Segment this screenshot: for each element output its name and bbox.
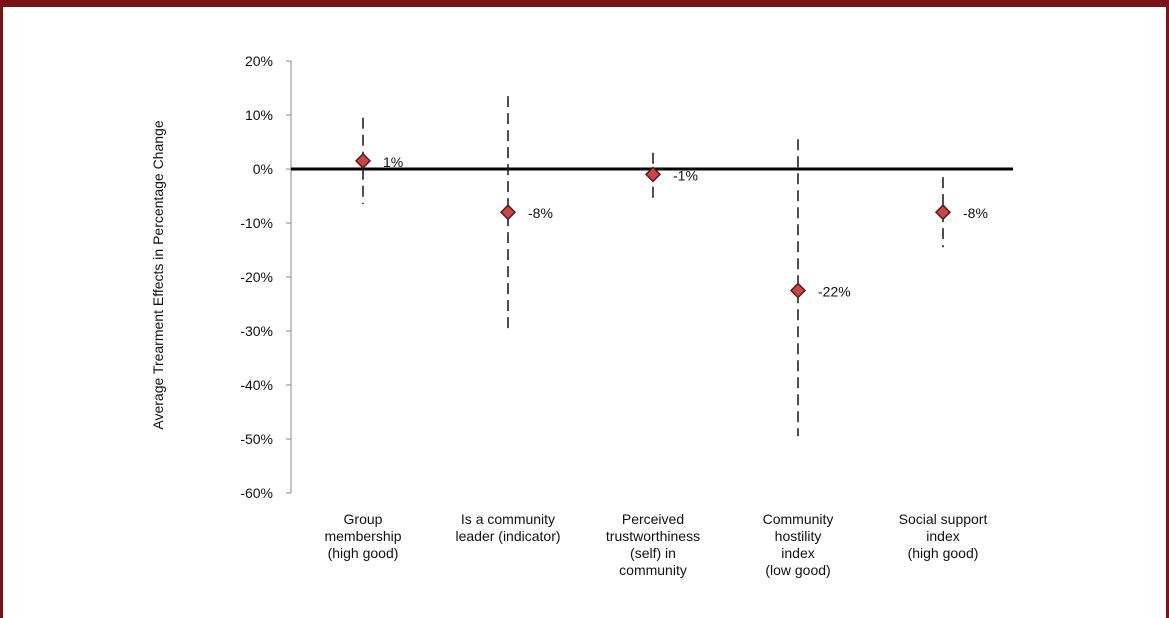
data-point-marker [499,204,517,221]
x-category-label: Social support index (high good) [899,511,988,561]
y-tick-label: -60% [240,485,273,501]
x-category-label-line: Community [763,511,834,527]
y-axis: 20% 10% 0% -10% -20% -30% -40% -50% -60% [240,53,292,501]
y-tick-label: -50% [240,431,273,447]
y-tick-label: 0% [253,161,273,177]
data-label: 1% [383,154,403,170]
data-label: -8% [528,205,553,221]
data-point-marker [789,282,807,299]
y-tick-label: -10% [240,215,273,231]
x-category-label-line: community [619,562,687,578]
data-point-marker [934,204,952,221]
x-category-label-line: index [781,545,814,561]
x-category-label-line: Perceived [622,511,684,527]
x-category-label-line: Group [344,511,383,527]
x-category-label: Community hostility index (low good) [763,511,834,578]
y-tick-label: -20% [240,269,273,285]
x-category-label: Is a community leader (indicator) [455,511,560,544]
x-category-label-line: membership [324,528,401,544]
x-category-label: Group membership (high good) [324,511,401,561]
data-labels: 1% -8% -1% -22% -8% [383,154,988,300]
x-category-label: Perceived trustworthiness (self) in communi… [606,511,700,578]
data-point-marker [354,152,372,169]
y-tick-label: 20% [245,53,273,69]
x-category-label-line: index [926,528,959,544]
data-label: -8% [963,205,988,221]
category-labels: Group membership (high good)Is a community… [324,511,987,578]
y-tick-label: 10% [245,107,273,123]
x-category-label-line: trustworthiness [606,528,700,544]
x-category-label-line: (high good) [908,545,979,561]
x-category-label-line: (low good) [765,562,830,578]
data-point-marker [644,166,662,183]
x-category-label-line: (high good) [328,545,399,561]
data-label: -1% [673,167,698,183]
x-category-label-line: hostility [775,528,822,544]
y-tick-label: -30% [240,323,273,339]
x-category-label-line: (self) in [630,545,676,561]
data-points [354,152,952,299]
data-label: -22% [818,284,851,300]
x-category-label-line: Social support [899,511,988,527]
x-category-label-line: leader (indicator) [455,528,560,544]
error-bars [362,96,944,437]
y-tick-label: -40% [240,377,273,393]
x-category-label-line: Is a community [461,511,555,527]
y-axis-title: Average Trearment Effects in Percentage … [150,120,166,429]
